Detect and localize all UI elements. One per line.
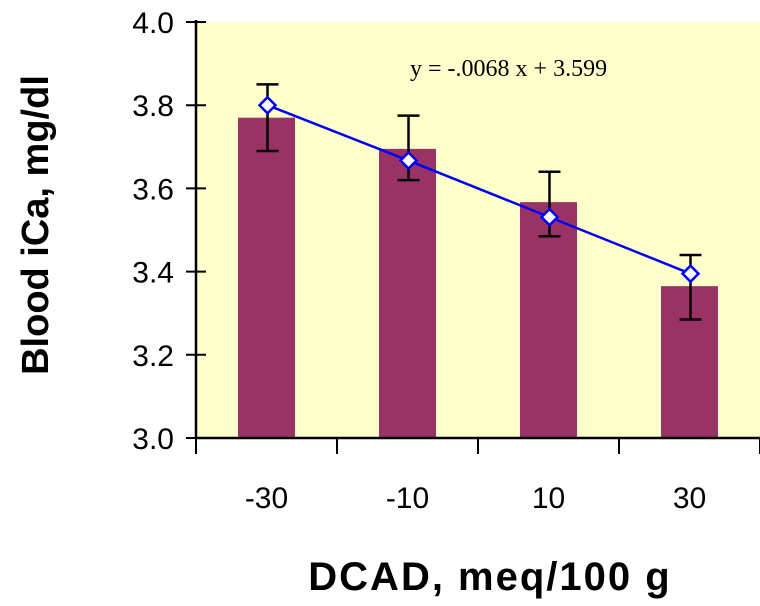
bar-0 xyxy=(238,117,295,439)
x-axis-title: DCAD, meq/100 g xyxy=(308,555,671,599)
x-tick-label-0: -30 xyxy=(245,482,288,515)
trend-point-0 xyxy=(257,95,278,115)
y-axis-title: Blood iCa, mg/dl xyxy=(15,75,57,375)
trend-point-2 xyxy=(539,207,560,227)
x-tick-label-2: 10 xyxy=(532,482,565,515)
x-tick-label-1: -10 xyxy=(386,482,429,515)
y-tick-label-3: 3.6 xyxy=(132,173,174,206)
x-tick-label-3: 30 xyxy=(673,482,706,515)
y-tick-label-1: 3.2 xyxy=(132,340,174,373)
y-tick-label-2: 3.4 xyxy=(132,257,174,290)
y-tick-label-4: 3.8 xyxy=(132,90,174,123)
bar-2 xyxy=(520,202,577,438)
trendline xyxy=(267,104,691,275)
y-tick-label-5: 4.0 xyxy=(132,7,174,40)
trend-point-3 xyxy=(680,263,701,284)
bar-1 xyxy=(379,148,436,438)
trend-point-1 xyxy=(398,150,419,171)
trendline-equation: y = -.0068 x + 3.599 xyxy=(410,56,607,82)
y-tick-label-0: 3.0 xyxy=(132,423,174,456)
